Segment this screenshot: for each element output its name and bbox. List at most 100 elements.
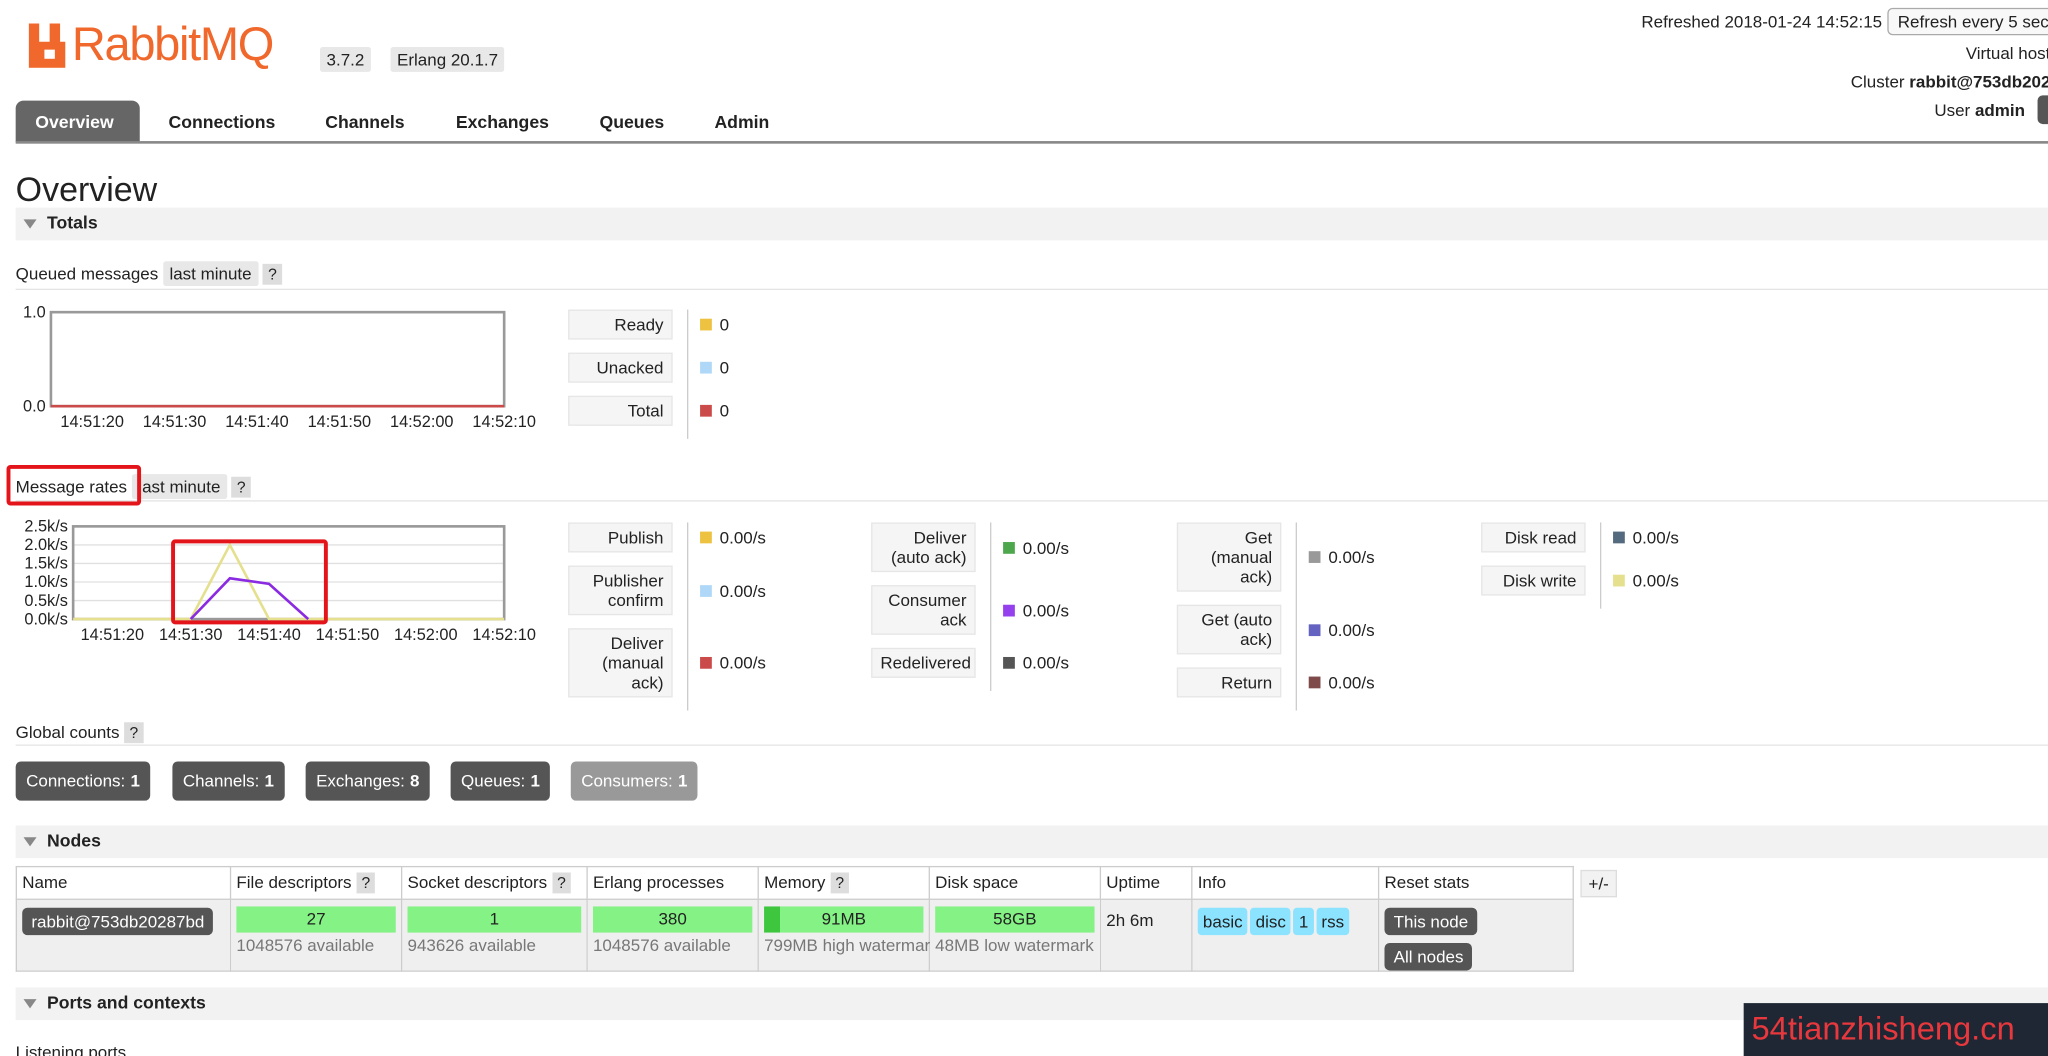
tab[interactable]: Admin — [714, 112, 770, 132]
help[interactable]: ? — [124, 722, 144, 744]
stat-value: 0.00/s — [1632, 570, 1679, 591]
stat-label: Deliver (auto ack) — [871, 522, 976, 573]
stat-row: Redelivered 0.00/s — [871, 647, 1069, 678]
range[interactable]: last minute — [131, 474, 227, 499]
node-name[interactable]: rabbit@753db20287bd — [22, 907, 214, 936]
column-label: Disk space — [935, 872, 1019, 893]
section-heading: Ports and contexts — [47, 992, 206, 1013]
x-tick-label: 14:51:20 — [81, 626, 145, 644]
legend-swatch — [700, 584, 712, 597]
stat-value: 0.00/s — [719, 653, 766, 673]
page-title: Overview — [15, 169, 158, 209]
label: Global counts — [15, 722, 120, 742]
stat-label: Publisher confirm — [568, 565, 673, 616]
y-tick-label: 1.5k/s — [24, 555, 68, 573]
stat-value: 0.00/s — [1632, 527, 1679, 548]
count-value: 8 — [410, 770, 420, 791]
stat-label: Publish — [568, 522, 673, 553]
column-header: File descriptors ? — [229, 865, 403, 900]
reset-button[interactable]: All nodes — [1384, 943, 1473, 971]
uptime: 2h 6m — [1099, 898, 1193, 972]
divider — [15, 500, 2048, 502]
disk-bar: 58GB — [935, 906, 1095, 933]
tab[interactable]: Connections — [168, 112, 276, 132]
stat-value: 0.00/s — [1328, 547, 1375, 567]
info-badge: basic — [1197, 907, 1248, 936]
column-toggle[interactable]: +/- — [1580, 869, 1617, 898]
series-line — [73, 542, 505, 621]
logout-button[interactable] — [2037, 95, 2048, 125]
stat-row: Disk write 0.00/s — [1481, 565, 1679, 596]
legend-swatch — [1308, 676, 1321, 689]
tab[interactable]: Channels — [325, 112, 405, 132]
stat-value: 0 — [719, 400, 730, 421]
tab[interactable]: Overview — [35, 112, 114, 132]
count-label: Exchanges: — [316, 770, 405, 791]
stat-row: Publisher confirm 0.00/s — [568, 565, 766, 616]
x-tick-label: 14:51:30 — [159, 626, 223, 644]
stat-row: Return 0.00/s — [1176, 667, 1375, 698]
stat-row: Disk read 0.00/s — [1481, 522, 1679, 553]
nodes-table: Name File descriptors ? Socket descriptors… — [15, 865, 1574, 972]
section-bar[interactable]: Ports and contexts — [15, 987, 2048, 1021]
stat-row: Total 0 — [568, 395, 730, 426]
help[interactable]: ? — [262, 263, 283, 285]
sd-bar: 1 — [407, 906, 582, 933]
count-button[interactable]: Queues: 1 — [450, 761, 551, 801]
column-header: Uptime — [1099, 865, 1193, 900]
stat-label: Total — [568, 395, 673, 426]
virtual-host: Virtual host — [1965, 43, 2048, 63]
sd-note: 943626 available — [407, 935, 536, 955]
count-button[interactable]: Exchanges: 8 — [305, 761, 430, 801]
legend-swatch — [1308, 551, 1321, 563]
count-button[interactable]: Connections: 1 — [15, 761, 151, 801]
refreshed: Refreshed 2018-01-24 14:52:15 — [1641, 11, 1883, 32]
legend-swatch — [700, 531, 712, 544]
help[interactable]: ? — [231, 476, 251, 498]
stat-label: Get (auto ack) — [1176, 604, 1282, 655]
x-tick-label: 14:52:10 — [472, 413, 535, 431]
stat-row: Consumer ack 0.00/s — [871, 585, 1069, 635]
active-tab-bg — [15, 100, 140, 143]
refresh-select[interactable]: Refresh every 5 seconds — [1887, 7, 2048, 36]
y-tick-label: 0.0 — [23, 397, 46, 415]
range[interactable]: last minute — [162, 261, 259, 287]
section-bar[interactable]: Totals — [15, 207, 2048, 241]
stat-row: Unacked 0 — [568, 352, 729, 383]
divider — [15, 744, 2048, 746]
x-tick-label: 14:51:30 — [143, 413, 207, 431]
reset-button[interactable]: This node — [1384, 907, 1478, 936]
stat-row: Publish 0.00/s — [568, 522, 766, 553]
legend-swatch — [1003, 656, 1015, 669]
stat-column: Deliver (auto ack) 0.00/s Consumer ack 0.00… — [871, 522, 1069, 691]
column-header: Erlang processes — [586, 865, 759, 900]
count-button[interactable]: Channels: 1 — [172, 761, 285, 801]
tab[interactable]: Queues — [599, 112, 665, 132]
x-tick-label: 14:51:40 — [225, 413, 288, 431]
y-tick-label: 1.0k/s — [24, 573, 68, 591]
help[interactable]: ? — [551, 872, 572, 894]
count-label: Connections: — [26, 770, 126, 791]
stat-label: Consumer ack — [871, 585, 976, 635]
fd-bar: 27 — [236, 906, 396, 933]
stat-value: 0.00/s — [1022, 537, 1069, 558]
y-tick-label: 2.0k/s — [24, 536, 68, 554]
legend-swatch — [700, 656, 712, 669]
info-badge: disc — [1250, 907, 1292, 936]
column-header: Name — [15, 865, 232, 900]
stat-label: Disk write — [1481, 565, 1586, 596]
column-label: Socket descriptors — [407, 872, 548, 893]
help[interactable]: ? — [356, 872, 376, 894]
info-badge: rss — [1316, 907, 1350, 936]
x-tick-label: 14:52:10 — [472, 626, 535, 644]
x-tick-label: 14:51:50 — [308, 413, 372, 431]
x-tick-label: 14:51:20 — [60, 413, 124, 431]
tab[interactable]: Exchanges — [455, 112, 549, 132]
column-label: Memory — [764, 872, 826, 893]
count-label: Consumers: — [581, 770, 673, 791]
help[interactable]: ? — [830, 872, 850, 894]
section-bar[interactable]: Nodes — [15, 825, 2048, 859]
count-button[interactable]: Consumers: 1 — [570, 761, 698, 801]
disk-note: 48MB low watermark — [935, 935, 1094, 955]
count-value: 1 — [677, 770, 688, 791]
